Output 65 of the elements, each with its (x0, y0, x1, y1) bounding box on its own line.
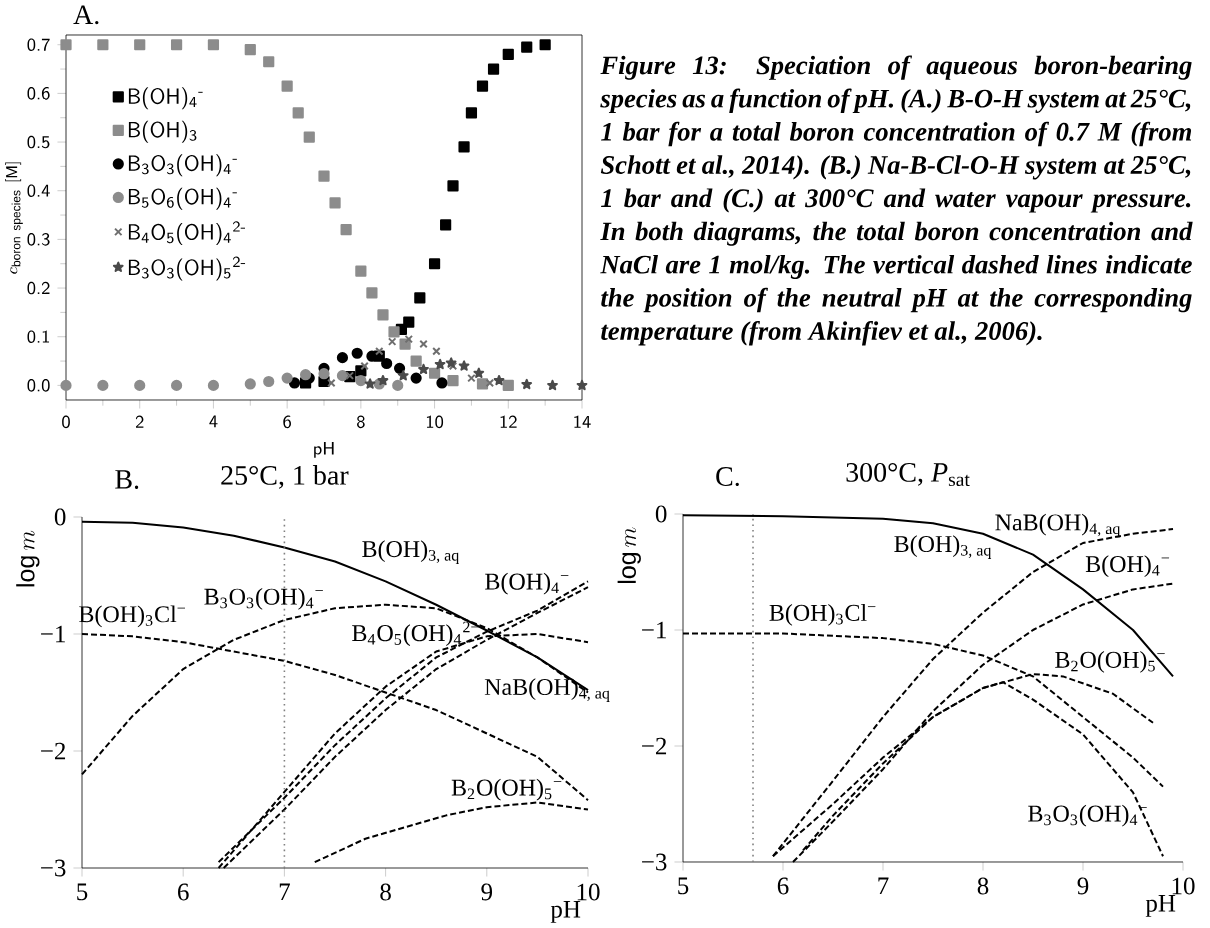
x-tick-label: 12 (500, 415, 517, 428)
y-tick-label: 0.5 (27, 135, 50, 149)
x-tick-label: 7 (279, 883, 290, 900)
chart-title: B. (115, 470, 139, 489)
y-tick-label: 0.2 (27, 281, 50, 295)
y-tick-label: 0.0 (27, 379, 50, 392)
annotation: B(OH)$_{4}$− (485, 572, 569, 595)
x-tick-label: 8 (977, 877, 989, 895)
x-axis-title: pH (1145, 895, 1176, 917)
annotation: B$_{4}$O$_{5}$(OH)$_{4}$2− (352, 621, 479, 647)
x-tick-label: 2 (135, 415, 144, 428)
legend-label: B$_{3}$O$_{3}$(OH)$_{5}$2- (128, 256, 246, 281)
x-tick-label: 10 (577, 883, 600, 901)
x-axis-title: pH (314, 441, 334, 458)
chart-subtitle: 25°C, 1 bar (221, 465, 349, 489)
legend-label: B$_{5}$O$_{6}$(OH)$_{4}$- (128, 187, 237, 210)
y-tick-label: −1 (642, 621, 666, 639)
y-tick-label: 0.6 (27, 87, 50, 100)
annotation: B(OH)$_{3, aq}$ (894, 535, 992, 559)
y-tick-label: 0.7 (27, 38, 50, 52)
x-tick-label: 8 (357, 415, 365, 429)
y-tick-label: −2 (642, 737, 667, 755)
annotation: B(OH)$_{3}$Cl$^{−}$ (79, 605, 186, 628)
legend-label: B(OH)$_{3}$ (128, 120, 197, 143)
x-tick-label: 6 (283, 415, 291, 429)
x-tick-label: 7 (878, 877, 889, 894)
legend-label: B$_{4}$O$_{5}$(OH)$_{4}$2- (128, 221, 246, 246)
x-tick-label: 9 (481, 883, 493, 901)
x-tick-label: 6 (777, 877, 789, 895)
y-axis-title: $\log m$ (617, 527, 641, 584)
y-tick-label: −1 (41, 625, 65, 643)
x-tick-label: 4 (209, 415, 218, 428)
x-axis-title: pH (550, 901, 581, 923)
y-tick-label: −2 (41, 742, 66, 760)
y-tick-label: 0 (54, 508, 66, 526)
annotation: B$_{2}$O(OH)$_{5}$− (1055, 651, 1165, 673)
chart-title: C. (716, 467, 739, 487)
y-axis-title: $\log m$ (16, 530, 40, 587)
x-tick-label: 10 (426, 415, 444, 429)
annotation: B(OH)$_{3, aq}$ (362, 540, 459, 564)
annotation: NaB(OH)$_{4, aq}$ (484, 678, 610, 702)
x-tick-label: 10 (1172, 877, 1195, 895)
y-tick-label: 0 (655, 505, 667, 523)
annotation: B$_{3}$O$_{3}$(OH)$_{4}$− (204, 587, 323, 610)
x-tick-label: 5 (77, 883, 88, 901)
x-tick-label: 9 (1077, 877, 1089, 895)
y-tick-label: −3 (41, 859, 66, 877)
y-axis-title: $c_{\mathrm{boron\ species}}\ [\mathrm{M}]$ (5, 162, 23, 274)
y-tick-label: 0.1 (27, 330, 50, 344)
x-tick-label: 5 (678, 877, 689, 895)
x-tick-label: 14 (574, 415, 591, 428)
y-tick-label: 0.3 (27, 233, 50, 246)
text: Figure 13: Speciation of aqueous boron-bearing species as a function of pH. (A.) B-O-H system at 25°C, 1 bar for a total boron concentration of 0.7 M (from Schott et al., 2014). (B.) Na-B-Cl-O-H system at 25°C, 1 bar and (C.) at 300°C and water vapour pressure. In both diagrams, the total boron concentration and NaCl are 1 mol/kg. The vertical dashed lines indicate the position of the neutral pH at the corresponding temperature (from Akinfiev et al., 2006). (600, 55, 1193, 346)
y-tick-label: −3 (642, 853, 667, 871)
annotation: B$_{2}$O(OH)$_{5}$− (451, 778, 562, 801)
y-tick-label: 0.4 (27, 184, 50, 198)
chart-title: A. (73, 5, 99, 25)
chart-subtitle: 300°C, P$_{sat}$ (846, 462, 970, 487)
x-tick-label: 6 (178, 883, 189, 901)
annotation: B(OH)$_{3}$Cl$^{−}$ (769, 604, 876, 626)
legend-label: B(OH)$_{4}$- (128, 87, 203, 110)
x-tick-label: 8 (380, 883, 391, 901)
legend-label: B$_{3}$O$_{3}$(OH)$_{4}$- (128, 154, 237, 177)
annotation: NaB(OH)$_{4, aq}$ (995, 513, 1121, 538)
annotation: B(OH)$_{4}$− (1085, 555, 1170, 578)
